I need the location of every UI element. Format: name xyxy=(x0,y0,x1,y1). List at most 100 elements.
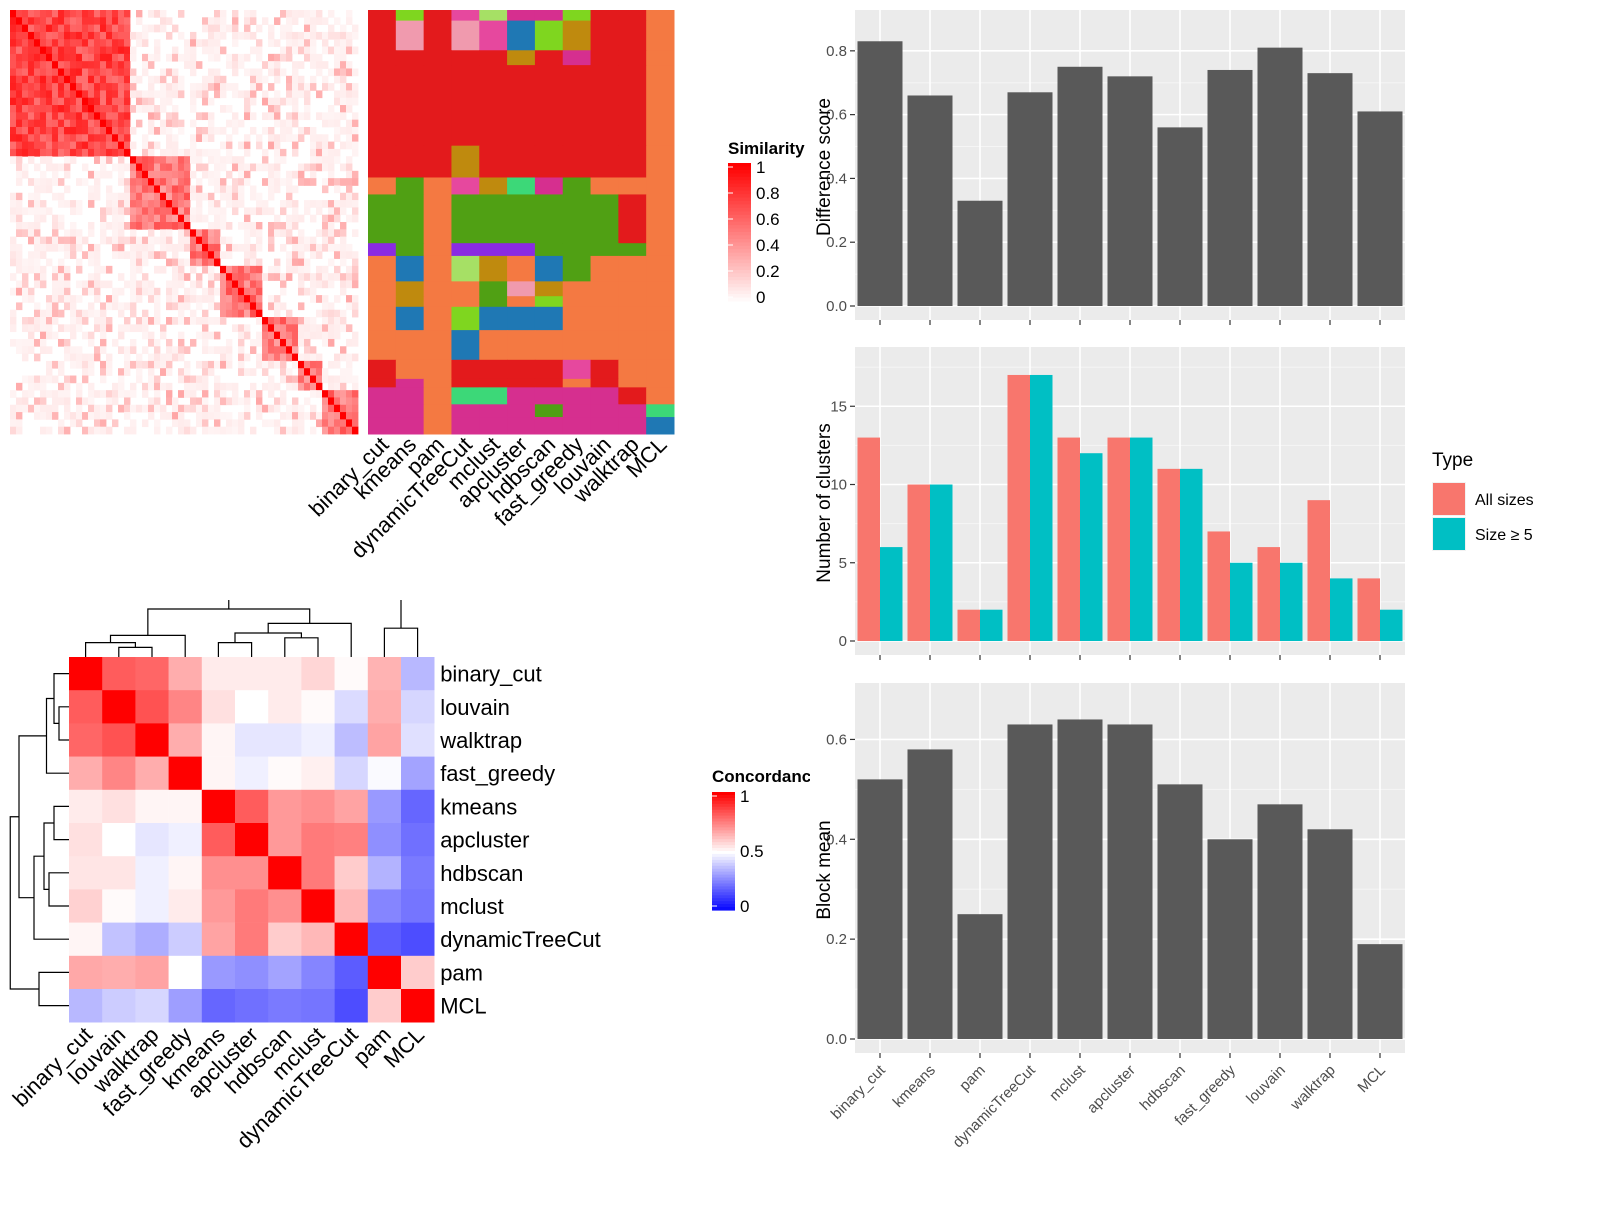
concordance-cell xyxy=(135,823,169,857)
similarity-cell xyxy=(52,39,59,47)
similarity-cell xyxy=(10,119,17,128)
similarity-cell xyxy=(256,302,263,311)
similarity-cell xyxy=(82,375,89,384)
cluster-label-cell xyxy=(618,404,647,418)
similarity-cell xyxy=(190,46,197,55)
similarity-cell xyxy=(142,360,149,369)
similarity-cell xyxy=(316,331,323,340)
similarity-cell xyxy=(58,10,65,18)
similarity-cell xyxy=(232,295,239,303)
similarity-cell xyxy=(130,404,137,413)
similarity-cell xyxy=(292,243,299,252)
similarity-cell xyxy=(202,295,209,303)
concordance-legend-step xyxy=(712,818,735,823)
cluster-label-cell xyxy=(618,417,647,435)
similarity-cell xyxy=(172,397,179,406)
similarity-cell xyxy=(346,295,353,303)
similarity-cell xyxy=(70,148,77,157)
similarity-cell xyxy=(310,156,317,164)
similarity-cell xyxy=(124,404,131,413)
cluster-label-cell xyxy=(618,359,647,380)
similarity-cell xyxy=(64,375,71,384)
similarity-legend-step xyxy=(728,194,751,199)
similarity-cell xyxy=(214,75,221,84)
similarity-cell xyxy=(232,273,239,281)
similarity-cell xyxy=(40,214,47,223)
similarity-cell xyxy=(16,61,23,69)
similarity-cell xyxy=(28,317,35,325)
similarity-cell xyxy=(352,200,359,208)
similarity-cell xyxy=(28,68,35,77)
concordance-cell xyxy=(334,989,369,1023)
similarity-cell xyxy=(304,346,311,354)
similarity-cell xyxy=(310,346,317,354)
similarity-cell xyxy=(184,273,191,281)
similarity-cell xyxy=(214,375,221,384)
similarity-cell xyxy=(352,229,359,238)
cluster-label-cell xyxy=(534,50,564,66)
similarity-cell xyxy=(184,295,191,303)
similarity-cell xyxy=(142,31,149,40)
similarity-cell xyxy=(172,419,179,428)
similarity-cell xyxy=(16,112,23,121)
cluster-label-cell xyxy=(368,145,397,178)
similarity-cell xyxy=(346,68,353,77)
dendrogram-link xyxy=(118,646,153,657)
similarity-cell xyxy=(130,302,137,311)
similarity-cell xyxy=(130,229,137,238)
similarity-cell xyxy=(340,24,347,33)
similarity-cell xyxy=(232,200,239,208)
similarity-cell xyxy=(40,178,47,186)
similarity-cell xyxy=(196,302,203,311)
similarity-cell xyxy=(34,222,41,230)
similarity-cell xyxy=(70,346,77,354)
similarity-cell xyxy=(82,53,89,62)
similarity-legend-step xyxy=(728,183,751,188)
similarity-cell xyxy=(184,156,191,164)
similarity-cell xyxy=(142,148,149,157)
similarity-cell xyxy=(208,368,215,376)
similarity-cell xyxy=(238,192,245,201)
similarity-cell xyxy=(196,163,203,172)
similarity-cell xyxy=(172,207,179,216)
similarity-cell xyxy=(238,141,245,150)
similarity-cell xyxy=(256,192,263,201)
concordance-row-label-fast-greedy: fast_greedy xyxy=(440,761,555,786)
similarity-cell xyxy=(46,302,53,311)
similarity-legend-step xyxy=(728,252,751,257)
similarity-cell xyxy=(124,134,131,142)
similarity-cell xyxy=(268,419,275,428)
similarity-cell xyxy=(310,317,317,325)
similarity-cell xyxy=(58,61,65,69)
cluster-label-cell xyxy=(423,65,452,147)
cluster-label-cell xyxy=(423,296,452,308)
similarity-cell xyxy=(286,229,293,238)
similarity-cell xyxy=(220,397,227,406)
similarity-cell xyxy=(202,46,209,55)
similarity-cell xyxy=(148,280,155,289)
similarity-cell xyxy=(328,148,335,157)
cluster-label-cell xyxy=(479,20,508,51)
similarity-cell xyxy=(124,97,131,106)
similarity-cell xyxy=(214,397,221,406)
similarity-cell xyxy=(298,302,305,311)
concordance-cell xyxy=(334,756,369,791)
similarity-cell xyxy=(304,105,311,113)
similarity-cell xyxy=(16,17,23,26)
similarity-cell xyxy=(214,222,221,230)
similarity-cell xyxy=(232,426,239,435)
similarity-cell xyxy=(292,258,299,267)
similarity-cell xyxy=(232,126,239,135)
concordance-cell xyxy=(69,889,103,923)
similarity-cell xyxy=(124,178,131,186)
similarity-cell xyxy=(190,170,197,179)
similarity-cell xyxy=(340,346,347,354)
similarity-cell xyxy=(304,317,311,325)
similarity-cell xyxy=(16,53,23,62)
similarity-cell xyxy=(16,412,23,420)
similarity-cell xyxy=(10,97,17,106)
similarity-cell xyxy=(106,83,113,91)
similarity-cell xyxy=(250,251,257,259)
dendrogram-link xyxy=(9,816,39,990)
concordance-cell xyxy=(201,756,236,791)
